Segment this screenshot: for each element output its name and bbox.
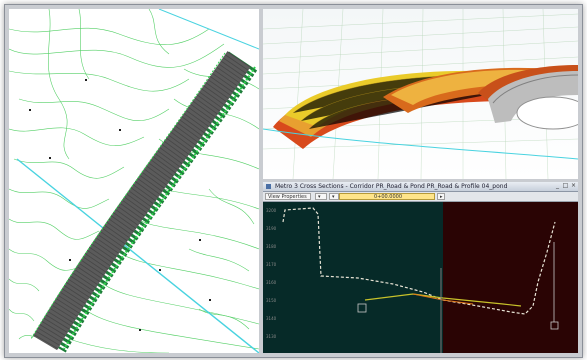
minimize-icon[interactable]: _ (556, 182, 559, 189)
left-marker (357, 303, 367, 313)
svg-text:3160: 3160 (266, 280, 277, 285)
svg-text:3150: 3150 (266, 298, 277, 303)
close-icon[interactable]: × (570, 182, 577, 189)
elevation-tick-labels: 3200 3190 3180 3170 3160 3150 3140 3130 (266, 208, 277, 339)
svg-text:3180: 3180 (266, 244, 277, 249)
cross-section-drawing: 3200 3190 3180 3170 3160 3150 3140 3130 (263, 202, 578, 353)
existing-ground-trace (282, 207, 556, 315)
application-frame: Metro 3 Cross Sections - Corridor PR_Roa… (4, 4, 583, 358)
cross-section-toolbar: View Properties ▾ ▾ 0+00.0000 ▸ (263, 192, 578, 202)
alignment-line (16, 158, 259, 353)
cross-section-titlebar: Metro 3 Cross Sections - Corridor PR_Roa… (263, 182, 578, 192)
cross-section-window[interactable]: Metro 3 Cross Sections - Corridor PR_Roa… (263, 182, 578, 353)
station-next-button[interactable]: ▸ (437, 193, 445, 200)
maximize-icon[interactable]: □ (562, 182, 569, 189)
toolbar-button[interactable]: ▾ (315, 193, 327, 200)
view-properties-label: View Properties (268, 194, 307, 200)
model-3d-view[interactable] (263, 9, 578, 179)
plan-view[interactable] (9, 9, 259, 353)
right-marker (550, 321, 559, 330)
station-select[interactable]: 0+00.0000 (339, 193, 435, 200)
svg-text:3190: 3190 (266, 226, 277, 231)
svg-text:3130: 3130 (266, 334, 277, 339)
right-panel (443, 202, 578, 353)
station-value: 0+00.0000 (373, 194, 403, 200)
view-properties-select[interactable]: View Properties (265, 193, 311, 200)
plan-drawing (9, 9, 259, 353)
dropdown-arrow-icon[interactable]: ▾ (329, 193, 339, 200)
window-title: Metro 3 Cross Sections - Corridor PR_Roa… (275, 183, 508, 190)
model-drawing (263, 9, 578, 179)
cross-section-plot[interactable]: 3200 3190 3180 3170 3160 3150 3140 3130 (263, 202, 578, 353)
svg-text:3200: 3200 (266, 208, 277, 213)
design-profile-line (364, 293, 522, 307)
svg-text:3170: 3170 (266, 262, 277, 267)
svg-text:3140: 3140 (266, 316, 277, 321)
alignment-line-2 (158, 9, 259, 50)
window-icon (266, 184, 271, 189)
road-3d (488, 71, 578, 123)
